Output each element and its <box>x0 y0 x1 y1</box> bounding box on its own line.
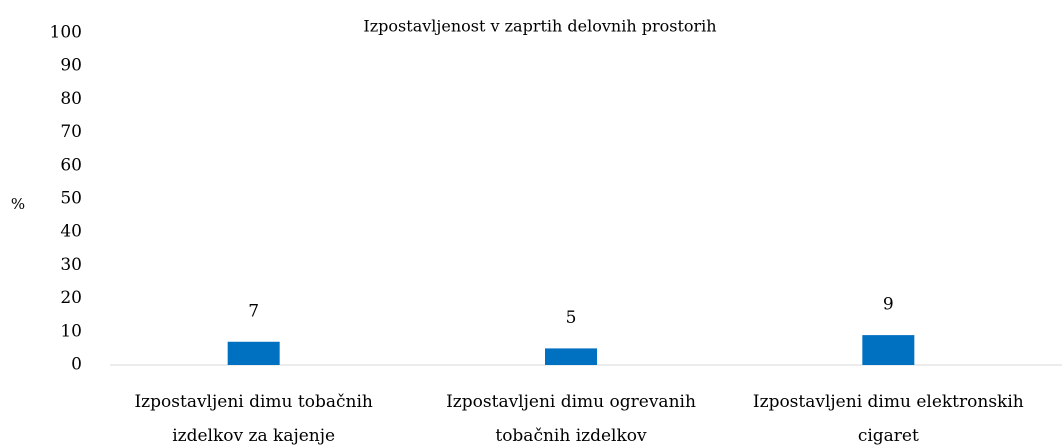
y-tick-label: 90 <box>60 56 82 76</box>
y-tick-label: 0 <box>71 355 82 375</box>
bar <box>545 348 597 365</box>
y-tick-label: 70 <box>60 122 82 142</box>
x-tick-label: Izpostavljeni dimu tobačnih izdelkov za … <box>134 392 373 446</box>
bar <box>227 341 280 365</box>
y-tick-label: 100 <box>50 23 82 43</box>
chart-title: Izpostavljenost v zaprtih delovnih prost… <box>363 17 716 36</box>
y-tick-label: 60 <box>60 155 82 175</box>
y-tick-label: 30 <box>60 255 82 275</box>
x-tick-label-box: Izpostavljeni dimu ogrevanih tobačnih iz… <box>446 392 696 446</box>
x-tick-label: Izpostavljeni dimu ogrevanih tobačnih iz… <box>446 392 696 446</box>
data-label: 5 <box>566 308 577 328</box>
y-tick-label: 50 <box>60 189 82 209</box>
bar <box>862 335 915 365</box>
x-tick-label-box: Izpostavljeni dimu tobačnih izdelkov za … <box>134 392 373 446</box>
y-tick-label: 80 <box>60 89 82 109</box>
y-tick-label: 10 <box>60 321 82 341</box>
x-tick-label: Izpostavljeni dimu elektronskih cigaret <box>752 392 1024 446</box>
x-tick-label-box: Izpostavljeni dimu elektronskih cigaret <box>752 392 1024 446</box>
y-tick-label: 20 <box>60 288 82 308</box>
y-tick-label: 40 <box>60 222 82 242</box>
data-label: 9 <box>883 295 894 315</box>
data-label: 7 <box>248 301 259 321</box>
y-axis-label: % <box>11 195 25 213</box>
